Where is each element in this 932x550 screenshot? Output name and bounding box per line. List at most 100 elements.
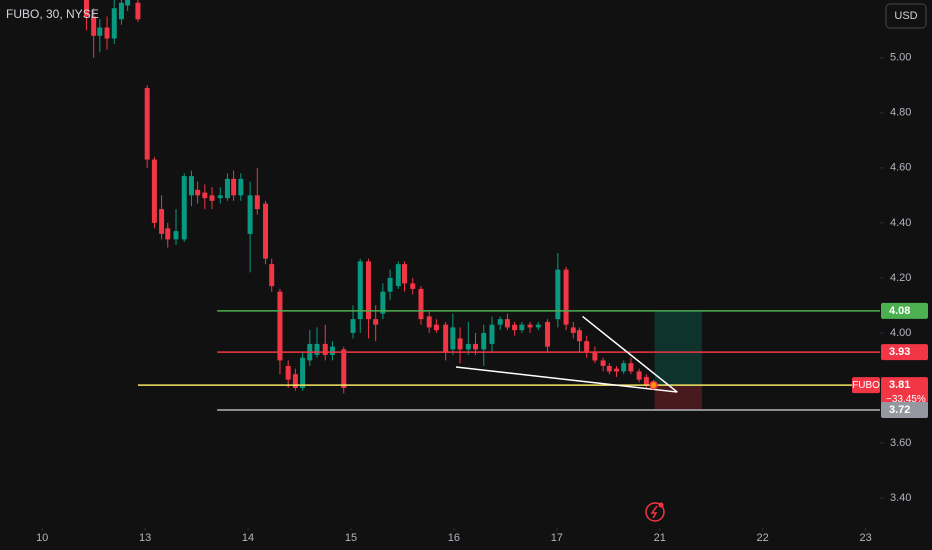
candle-body — [628, 363, 634, 372]
candle-body — [83, 0, 89, 17]
x-tick-label: 16 — [448, 532, 460, 544]
candle-body — [151, 159, 157, 223]
trend-line — [455, 366, 678, 393]
x-tick-label: 17 — [551, 532, 563, 544]
trend-line — [582, 315, 678, 393]
candle-body — [314, 343, 320, 355]
candle-body — [473, 343, 479, 350]
candle-body — [443, 324, 449, 353]
level-label-box — [881, 401, 928, 418]
candle-body — [329, 346, 335, 355]
candle-body — [292, 374, 298, 388]
candle-body — [373, 319, 379, 325]
candle-body — [350, 319, 356, 333]
candle-body — [125, 0, 131, 6]
candle-body — [512, 324, 518, 331]
x-tick-label: 15 — [345, 532, 357, 544]
candle-body — [217, 195, 223, 199]
y-tick-label: 5.00 — [890, 52, 911, 64]
candle-body — [97, 27, 103, 36]
candle-body — [636, 371, 642, 380]
candle-body — [135, 2, 141, 20]
currency-button[interactable] — [885, 3, 927, 29]
plot-area — [83, 0, 880, 411]
loss-zone — [654, 385, 702, 410]
candle-body — [387, 277, 393, 292]
candle-body — [91, 16, 97, 36]
candle-body — [188, 176, 194, 196]
candle-body — [481, 332, 487, 350]
lightning-icon[interactable] — [645, 502, 665, 522]
profit-zone — [654, 310, 702, 386]
x-tick-label: 10 — [36, 532, 48, 544]
candle-body — [614, 368, 620, 372]
candle-body — [209, 195, 215, 201]
candle-body — [426, 316, 432, 328]
candle-body — [450, 327, 456, 350]
level-label-box — [881, 377, 928, 408]
y-tick-label: 4.20 — [890, 272, 911, 284]
candle-body — [195, 189, 201, 196]
candle-body — [489, 324, 495, 344]
y-tick-label: 4.00 — [890, 327, 911, 339]
x-tick-label: 14 — [242, 532, 254, 544]
level-label: 3.72 — [889, 404, 910, 416]
level-label: 3.93 — [889, 346, 910, 358]
candle-body — [527, 324, 533, 328]
candle-body — [277, 291, 283, 361]
x-tick-label: 13 — [139, 532, 151, 544]
y-tick-label: 3.60 — [890, 437, 911, 449]
x-tick-label: 21 — [654, 532, 666, 544]
candle-body — [247, 195, 253, 234]
candle-body — [457, 338, 463, 350]
candle-body — [643, 376, 649, 386]
candle-body — [570, 327, 576, 333]
candle-body — [231, 178, 237, 196]
candle-body — [322, 343, 328, 355]
candle-body — [433, 324, 439, 331]
symbol-label-box — [852, 377, 880, 394]
candle-body — [285, 365, 291, 380]
candle-body — [224, 178, 230, 199]
candle-body — [254, 195, 260, 210]
candle-body — [592, 352, 598, 361]
candle-body — [418, 288, 424, 320]
candle-body — [365, 261, 371, 320]
candle-body — [341, 349, 347, 388]
candle-body — [563, 269, 569, 325]
change-label: −33.45% — [886, 394, 926, 405]
candle-body — [401, 264, 407, 284]
candle-body — [465, 343, 471, 350]
candle-body — [269, 264, 275, 287]
candle-body — [118, 2, 124, 20]
candle-body — [202, 192, 208, 199]
candle-body — [497, 319, 503, 325]
candle-body — [410, 283, 416, 289]
y-tick-label: 3.40 — [890, 492, 911, 504]
candle-body — [576, 330, 582, 342]
candle-body — [545, 321, 551, 347]
candle-body — [357, 261, 363, 320]
x-tick-label: 23 — [859, 532, 871, 544]
candle-body — [181, 176, 187, 240]
candle-body — [238, 178, 244, 196]
candle-body — [621, 363, 627, 372]
candle-body — [606, 365, 612, 372]
candle-body — [380, 291, 386, 314]
y-tick-label: 4.60 — [890, 162, 911, 174]
symbol-label: FUBO — [852, 380, 880, 391]
candle-body — [519, 324, 525, 331]
x-tick-label: 22 — [757, 532, 769, 544]
candle-body — [504, 319, 510, 328]
candle-body — [555, 269, 561, 320]
currency[interactable]: USD — [894, 10, 917, 22]
candle-body — [144, 88, 150, 160]
chart-title: FUBO, 30, NYSE — [6, 7, 99, 21]
level-label: 3.81 — [889, 379, 910, 391]
candle-body — [535, 324, 541, 328]
candle-body — [165, 228, 171, 240]
level-label-box — [881, 302, 928, 319]
level-label: 4.08 — [889, 305, 910, 317]
